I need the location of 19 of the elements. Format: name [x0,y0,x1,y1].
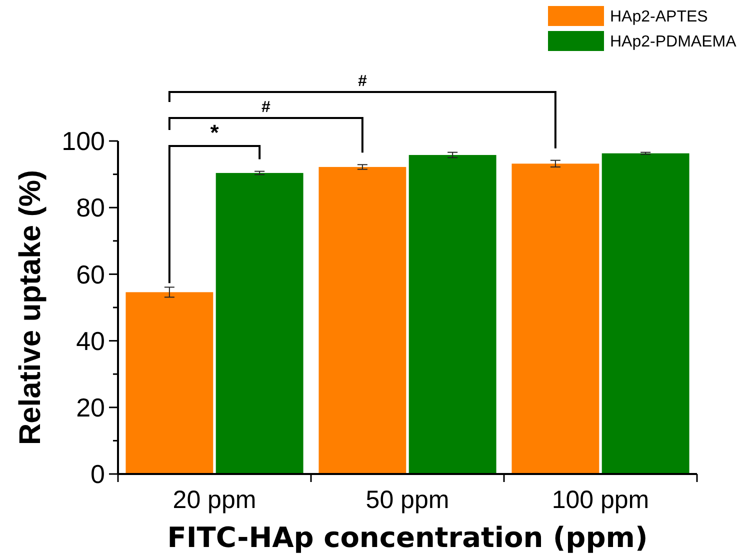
x-tick-label: 50 ppm [366,486,450,514]
y-tick-label: 20 [76,392,105,422]
legend-label: HAp2-PDMAEMA [610,34,737,51]
x-axis-title: FITC-HAp concentration (ppm) [167,521,648,554]
y-tick-label: 80 [76,192,105,223]
x-tick-label: 20 ppm [172,486,256,514]
annotation: * [210,120,220,145]
bar [512,164,600,474]
y-axis-title: Relative uptake (%) [14,170,47,446]
bar [602,153,690,474]
bar [126,292,214,474]
x-tick-label: 100 ppm [552,486,650,514]
bar [408,154,496,474]
y-tick-label: 60 [76,259,105,290]
bar [318,166,406,474]
y-tick-label: 0 [90,459,105,490]
y-tick-label: 40 [76,326,105,356]
legend-label: HAp2-APTES [610,8,708,26]
y-tick-label: 100 [62,126,105,156]
